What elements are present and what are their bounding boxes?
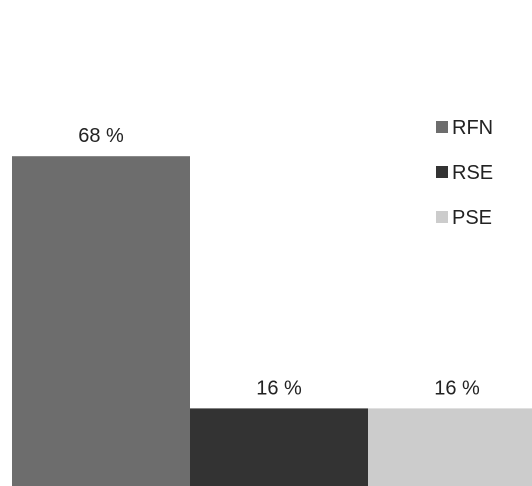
- bar-rse: [190, 408, 368, 486]
- value-label-rfn: 68 %: [78, 125, 124, 147]
- bars-group: [12, 156, 532, 486]
- legend-swatch-rse: [436, 166, 448, 178]
- legend-swatch-rfn: [436, 121, 448, 133]
- bar-rfn: [12, 156, 190, 486]
- legend-swatch-pse: [436, 211, 448, 223]
- legend-label-rse: RSE: [452, 162, 493, 184]
- legend-label-pse: PSE: [452, 207, 492, 229]
- legend-label-rfn: RFN: [452, 117, 493, 139]
- bar-pse: [368, 408, 532, 486]
- value-labels-group: 68 % 16 % 16 %: [78, 125, 480, 399]
- legend: RFN RSE PSE: [436, 117, 493, 229]
- value-label-rse: 16 %: [256, 377, 302, 399]
- value-label-pse: 16 %: [434, 377, 480, 399]
